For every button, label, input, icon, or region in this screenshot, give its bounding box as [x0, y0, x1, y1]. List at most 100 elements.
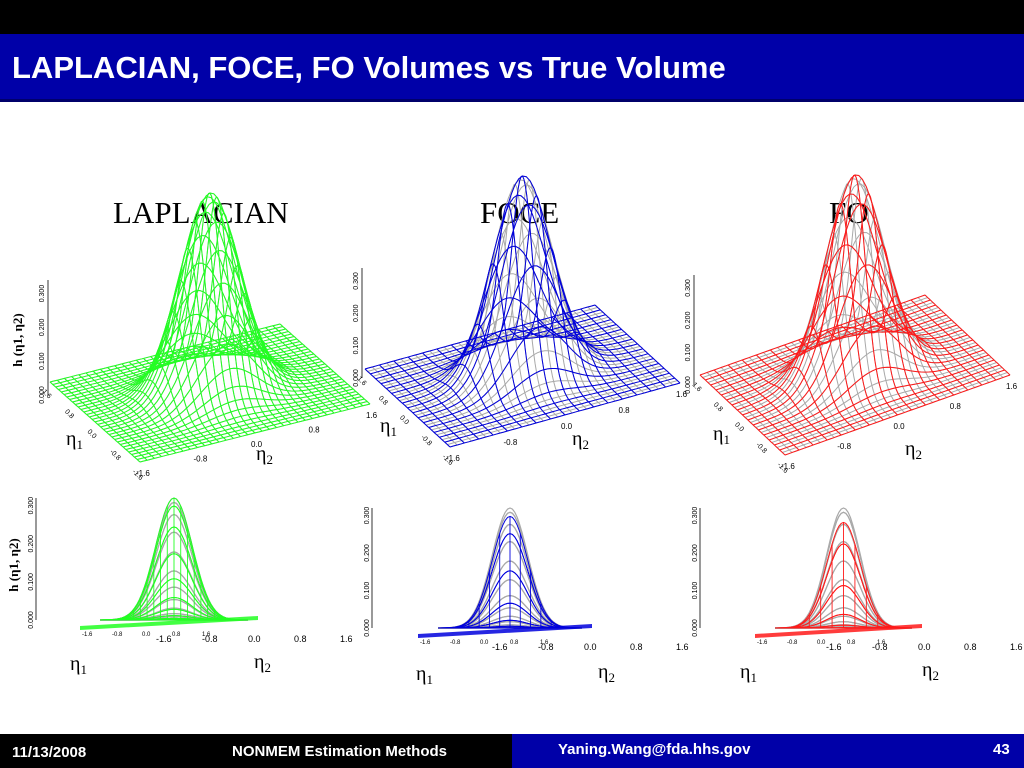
z-tick-label: 0.100 — [28, 573, 35, 591]
z-tick-label: 0.100 — [685, 344, 692, 362]
eta1-tick-label: 0.0 — [817, 640, 826, 646]
z-tick-label: 0.000 — [692, 619, 699, 637]
eta2-tick-label: 0.0 — [894, 422, 906, 431]
eta1-tick-label: 0.8 — [847, 640, 856, 646]
surface-line — [896, 304, 983, 386]
surface-line — [924, 294, 1011, 376]
eta1-tick-label: 0.8 — [172, 632, 181, 638]
surface-line — [812, 174, 898, 416]
surface-line — [49, 381, 141, 463]
top-black-band — [0, 0, 1024, 34]
surface-line — [565, 312, 652, 392]
eta2-tick-label: 0.8 — [294, 634, 307, 644]
eta2-tick-label: -0.8 — [504, 438, 518, 447]
eta1-tick-label: 1.6 — [41, 388, 53, 400]
z-tick-label: 0.300 — [692, 507, 699, 525]
surface-line — [250, 330, 342, 412]
surface-line — [494, 195, 580, 412]
surface-line — [272, 325, 364, 407]
surface-line — [63, 336, 295, 395]
z-tick-label: 0.200 — [364, 544, 371, 562]
surface-line — [551, 316, 638, 396]
column-heading-laplacian: LAPLACIAN — [113, 195, 289, 230]
surface-line — [882, 309, 969, 391]
eta1-tick-label: 0.0 — [733, 421, 745, 433]
eta1-tick-label: 0.0 — [142, 632, 151, 638]
surface-line — [258, 329, 349, 410]
surface-line — [92, 370, 184, 452]
eta2-tick-label: 1.6 — [676, 642, 689, 652]
eta2-tick-label: -1.6 — [826, 642, 842, 652]
surface-line — [727, 364, 814, 446]
surface-line — [854, 295, 941, 401]
eta2-axis-label: η2 — [905, 438, 922, 462]
eta2-tick-label: 0.8 — [619, 406, 631, 415]
z-tick-label: 0.100 — [353, 337, 360, 355]
eta1-tick-label: 1.6 — [540, 640, 549, 646]
eta2-axis-label: η2 — [572, 428, 589, 452]
z-axis-label: h (η1, η2) — [6, 538, 21, 591]
eta1-tick-label: 0.8 — [510, 640, 519, 646]
surface-line — [108, 314, 340, 435]
surface-line — [537, 320, 623, 400]
eta1-tick-label: -1.6 — [757, 640, 768, 646]
eta2-tick-label: -1.6 — [781, 462, 795, 471]
surface-line — [85, 372, 177, 454]
eta1-tick-label: 1.6 — [202, 632, 211, 638]
eta2-tick-label: -0.8 — [202, 634, 218, 644]
surface-line — [465, 203, 551, 420]
surface-line — [193, 265, 285, 427]
eta1-tick-label: 0.0 — [480, 640, 489, 646]
eta2-tick-label: 0.8 — [950, 402, 962, 411]
plot-laplacian-side: 0.000 0.100 0.200 0.300 -1.6 -0.8 0.0 0.8 1.6 -1.… — [6, 497, 353, 677]
plot-foce-perspective: 0.0000.1000.2000.3001.60.80.0-0.8-1.6-1.… — [353, 175, 688, 467]
surface-line — [713, 369, 800, 451]
z-tick-label: 0.000 — [39, 386, 46, 404]
eta1-axis-label: η1 — [416, 663, 433, 687]
z-tick-label: 0.000 — [353, 369, 360, 387]
z-tick-label: 0.200 — [28, 535, 35, 553]
surface-line — [741, 359, 828, 441]
eta2-tick-label: -0.8 — [194, 455, 208, 464]
eta2-tick-label: 0.0 — [561, 422, 573, 431]
surface-line — [375, 314, 606, 380]
surface-line — [755, 354, 842, 436]
eta2-tick-label: -1.6 — [492, 642, 508, 652]
eta1-tick-label: -1.6 — [82, 632, 93, 638]
z-tick-label: 0.200 — [353, 304, 360, 322]
z-tick-label: 0.100 — [692, 582, 699, 600]
surface-line — [122, 388, 354, 448]
surface-line — [71, 376, 162, 457]
z-tick-label: 0.300 — [353, 272, 360, 290]
surface-line — [78, 374, 170, 456]
eta2-tick-label: 0.8 — [630, 642, 643, 652]
surface-line — [150, 220, 241, 437]
plot-laplacian-perspective: 0.0000.1000.2000.3001.60.80.0-0.8-1.6-1.… — [10, 192, 378, 482]
title-bar: LAPLACIAN, FOCE, FO Volumes vs True Volu… — [0, 34, 1024, 102]
surface-line — [774, 364, 1000, 446]
surface-line — [436, 370, 667, 436]
surface-line — [186, 237, 277, 428]
plot-fo-perspective: 0.0000.1000.2000.3001.60.80.0-0.8-1.6-1.… — [685, 174, 1018, 475]
surface-line — [410, 184, 641, 411]
surface-line — [83, 262, 314, 413]
eta2-tick-label: -1.6 — [446, 454, 460, 463]
eta1-axis-label: η1 — [66, 428, 83, 452]
eta2-tick-label: 0.8 — [309, 426, 321, 435]
eta2-tick-label: -0.8 — [538, 642, 554, 652]
surface-line — [379, 364, 465, 444]
surface-line — [128, 311, 220, 443]
eta1-axis-label: η1 — [380, 415, 397, 439]
z-tick-label: 0.300 — [364, 507, 371, 525]
z-tick-label: 0.300 — [685, 279, 692, 297]
surface-line — [745, 183, 971, 418]
surface-line — [580, 308, 666, 388]
eta1-tick-label: 1.6 — [691, 381, 703, 393]
surface-line — [407, 356, 494, 436]
eta2-axis-label: η2 — [598, 661, 615, 685]
surface-line — [393, 360, 480, 440]
eta2-axis-label: η2 — [256, 443, 273, 467]
surface-line — [380, 319, 612, 385]
footer-blue-block — [512, 734, 1024, 768]
